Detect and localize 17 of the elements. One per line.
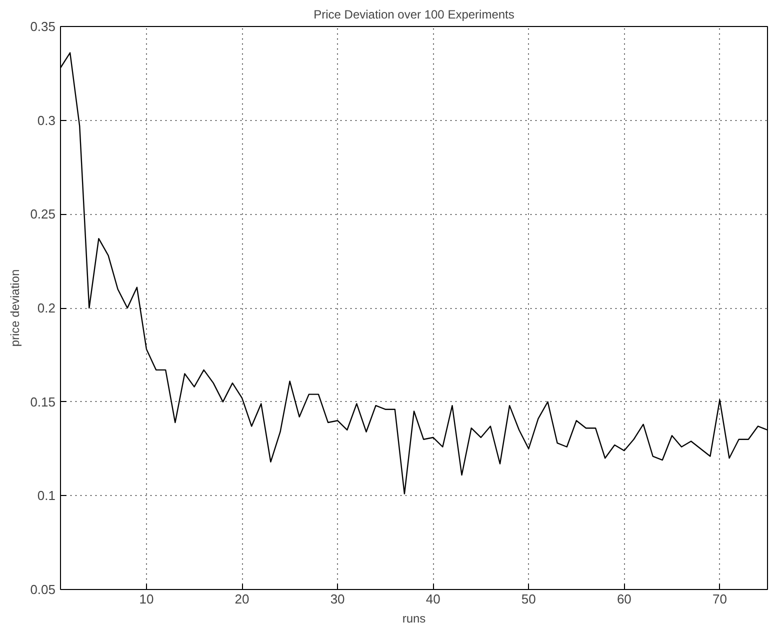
y-axis-title: price deviation (8, 269, 22, 347)
x-tick-label: 20 (234, 592, 250, 606)
y-tick-label: 0.15 (30, 394, 56, 410)
x-tick-label: 10 (139, 592, 154, 606)
x-tick-label: 50 (521, 592, 536, 606)
x-tick-label: 60 (616, 592, 632, 606)
y-tick-label: 0.25 (30, 206, 56, 222)
chart-title: Price Deviation over 100 Experiments (314, 8, 514, 22)
x-axis-title: runs (402, 612, 426, 626)
y-tick-label: 0.1 (37, 488, 56, 504)
x-tick-label: 40 (426, 592, 440, 606)
y-tick-label: 0.05 (30, 582, 56, 597)
x-tick-label: 30 (330, 592, 345, 606)
x-tick-label: 70 (712, 592, 727, 606)
y-tick-label: 0.35 (30, 19, 56, 34)
y-tick-label: 0.3 (37, 112, 56, 128)
y-tick-label: 0.2 (37, 300, 56, 316)
